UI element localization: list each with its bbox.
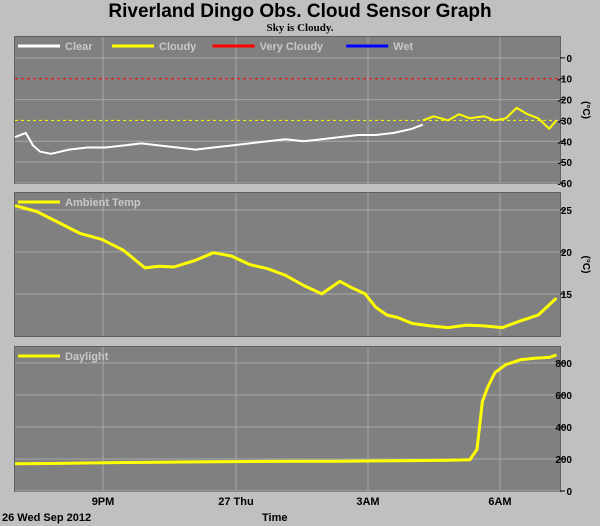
ytick-label-daylight: 800: [555, 359, 572, 370]
ytick-label-daylight: 400: [555, 423, 572, 434]
ytick-label-sky-temperature: -50: [558, 158, 573, 169]
series-daylight: [14, 353, 557, 466]
ytick-label-sky-temperature: 0: [566, 54, 572, 65]
xtick-label: 27 Thu: [218, 496, 253, 508]
legend-label-wet: Wet: [393, 41, 413, 53]
series-clear: [14, 123, 424, 155]
start-date-label: 26 Wed Sep 2012: [2, 512, 92, 524]
panel-daylight: [15, 347, 560, 491]
xtick-label: 3AM: [356, 496, 379, 508]
ytick-label-sky-temperature: -20: [558, 96, 573, 107]
y-axis-unit-ambient-temperature: (°C): [580, 256, 591, 274]
legend-label-very-cloudy: Very Cloudy: [260, 41, 324, 53]
ytick-label-daylight: 0: [566, 487, 572, 498]
legend-label-ambient-temp: Ambient Temp: [65, 197, 141, 209]
series-cloudy: [422, 106, 558, 130]
ytick-label-sky-temperature: -10: [558, 75, 573, 86]
legend-label-cloudy: Cloudy: [159, 41, 197, 53]
x-axis-title: Time: [262, 512, 288, 524]
ytick-label-sky-temperature: -30: [558, 116, 573, 127]
legend-label-daylight: Daylight: [65, 351, 109, 363]
ytick-label-ambient-temperature: 25: [561, 206, 573, 217]
xtick-label: 6AM: [488, 496, 511, 508]
ytick-label-sky-temperature: -60: [558, 179, 573, 190]
series-ambient-temp: [14, 204, 558, 330]
ytick-label-daylight: 200: [555, 455, 572, 466]
y-axis-unit-sky-temperature: (°C): [580, 101, 591, 119]
sky-status: Sky is Cloudy.: [266, 22, 334, 34]
ytick-label-sky-temperature: -40: [558, 137, 573, 148]
xtick-label: 9PM: [92, 496, 115, 508]
legend-label-clear: Clear: [65, 41, 93, 53]
ytick-label-ambient-temperature: 15: [561, 290, 573, 301]
ytick-label-daylight: 600: [555, 391, 572, 402]
chart-title: Riverland Dingo Obs. Cloud Sensor Graph: [108, 1, 492, 22]
panel-sky-temperature: [15, 37, 560, 183]
panel-ambient-temperature: [15, 193, 560, 336]
ytick-label-ambient-temperature: 20: [561, 248, 573, 259]
